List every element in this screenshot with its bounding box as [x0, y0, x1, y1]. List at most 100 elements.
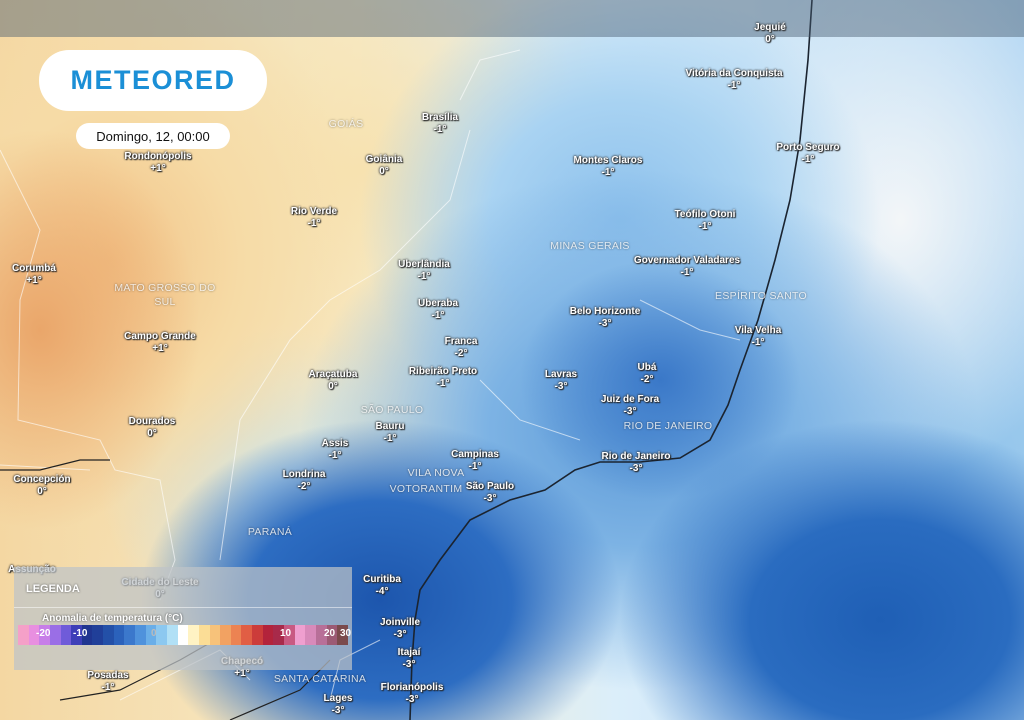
- region-label: ESPÍRITO SANTO: [715, 290, 807, 302]
- city-temperature-anomaly: -1°: [801, 154, 815, 165]
- city-name: Ubá: [637, 362, 657, 373]
- legend-title: LEGENDA: [26, 583, 80, 595]
- color-swatch: [81, 625, 93, 645]
- city-label: Rio Verde -1°: [291, 206, 337, 230]
- city-label: São Paulo -3°: [466, 481, 514, 505]
- color-swatch: [326, 625, 338, 645]
- city-name: Teófilo Otoni: [674, 209, 736, 220]
- coastline: [409, 0, 813, 720]
- brand-name: METEORED: [70, 65, 236, 95]
- city-temperature-anomaly: -1°: [601, 167, 615, 178]
- city-temperature-anomaly: -1°: [417, 271, 431, 282]
- city-temperature-anomaly: -3°: [402, 659, 416, 670]
- city-name: Rio de Janeiro: [601, 451, 671, 462]
- region-label: SANTA CATARINA: [273, 673, 367, 685]
- region-label: RIO DE JANEIRO: [623, 420, 713, 432]
- divider: [14, 607, 352, 608]
- city-temperature-anomaly: -2°: [454, 348, 468, 359]
- city-temperature-anomaly: -1°: [468, 461, 482, 472]
- city-label: Governador Valadares -1°: [634, 255, 740, 279]
- legend-tick: 0: [151, 628, 157, 639]
- city-name: Rondonópolis: [124, 151, 192, 162]
- city-temperature-anomaly: -3°: [331, 705, 345, 716]
- city-name: Joinville: [379, 617, 421, 628]
- color-swatch: [273, 625, 285, 645]
- city-temperature-anomaly: -3°: [623, 406, 637, 417]
- city-temperature-anomaly: -1°: [328, 450, 342, 461]
- color-swatch: [230, 625, 242, 645]
- city-temperature-anomaly: -1°: [101, 682, 115, 693]
- city-temperature-anomaly: +1°: [152, 343, 168, 354]
- color-swatch: [113, 625, 125, 645]
- region-label: MATO GROSSO DO SUL: [114, 282, 216, 308]
- city-temperature-anomaly: -1°: [436, 378, 450, 389]
- city-label: Concepción 0°: [13, 474, 70, 498]
- city-temperature-anomaly: -3°: [393, 629, 407, 640]
- city-temperature-anomaly: -1°: [751, 337, 765, 348]
- region-label: GOIÁS: [328, 118, 364, 130]
- city-name: Belo Horizonte: [569, 306, 641, 317]
- city-label: Posadas -1°: [87, 670, 128, 694]
- city-label: Franca -2°: [445, 336, 478, 360]
- color-swatch: [156, 625, 167, 645]
- color-swatch: [315, 625, 327, 645]
- city-label: Campo Grande +1°: [124, 331, 196, 355]
- city-label: Dourados 0°: [129, 416, 176, 440]
- color-swatch: [92, 625, 104, 645]
- city-name: Ribeirão Preto: [408, 366, 478, 377]
- city-name: Jequié: [754, 22, 786, 33]
- region-label: PARANÁ: [247, 526, 293, 538]
- city-temperature-anomaly: +1°: [150, 163, 166, 174]
- city-label: Porto Seguro -1°: [776, 142, 839, 166]
- city-label: Itajaí -3°: [398, 647, 421, 671]
- legend-tick: 30: [340, 628, 352, 639]
- city-label: Campinas -1°: [451, 449, 499, 473]
- city-label: Ubá -2°: [638, 362, 657, 386]
- region-label: SÃO PAULO: [360, 404, 424, 416]
- color-swatch: [39, 625, 50, 645]
- city-label: Ribeirão Preto -1°: [409, 366, 477, 390]
- city-label: Joinville -3°: [380, 617, 420, 641]
- city-name: Juiz de Fora: [600, 394, 660, 405]
- color-swatch: [198, 625, 210, 645]
- color-swatch: [209, 625, 221, 645]
- legend-subtitle: Anomalia de temperatura (°C): [42, 613, 183, 624]
- city-temperature-anomaly: -1°: [698, 221, 712, 232]
- city-name: Vila Velha: [734, 325, 782, 336]
- city-name: Florianópolis: [380, 682, 444, 693]
- city-name: São Paulo: [465, 481, 515, 492]
- city-temperature-anomaly: 0°: [147, 428, 157, 439]
- city-temperature-anomaly: -3°: [554, 381, 568, 392]
- city-temperature-anomaly: -1°: [307, 218, 321, 229]
- city-label: Brasília -1°: [422, 112, 458, 136]
- color-swatch: [262, 625, 274, 645]
- legend-panel: LEGENDA Anomalia de temperatura (°C) -20…: [14, 567, 352, 670]
- legend-tick: 10: [280, 628, 292, 639]
- city-temperature-anomaly: -3°: [598, 318, 612, 329]
- city-label: Lavras -3°: [545, 369, 577, 393]
- city-label: Teófilo Otoni -1°: [675, 209, 736, 233]
- city-name: Posadas: [87, 670, 129, 681]
- city-name: Montes Claros: [573, 155, 643, 166]
- city-name: Porto Seguro: [776, 142, 840, 153]
- color-scale: -20 -10 0 10 20 30: [18, 625, 352, 645]
- legend-tick: -20: [36, 628, 51, 639]
- city-temperature-anomaly: +1°: [26, 275, 42, 286]
- city-name: Goiânia: [365, 154, 403, 165]
- legend-tick: 20: [324, 628, 336, 639]
- city-temperature-anomaly: -1°: [431, 310, 445, 321]
- city-temperature-anomaly: -4°: [375, 586, 389, 597]
- city-name: Corumbá: [12, 263, 56, 274]
- city-name: Campo Grande: [124, 331, 196, 342]
- city-name: Londrina: [282, 469, 326, 480]
- city-temperature-anomaly: -1°: [433, 124, 447, 135]
- city-temperature-anomaly: +1°: [234, 668, 250, 679]
- color-swatch: [166, 625, 178, 645]
- legend-tick: -10: [73, 628, 88, 639]
- city-label: Uberlândia -1°: [398, 259, 450, 283]
- color-swatch: [124, 625, 136, 645]
- meteored-logo[interactable]: METEORED: [39, 50, 267, 111]
- city-name: Governador Valadares: [633, 255, 741, 266]
- color-swatch: [337, 625, 348, 645]
- color-swatch: [284, 625, 295, 645]
